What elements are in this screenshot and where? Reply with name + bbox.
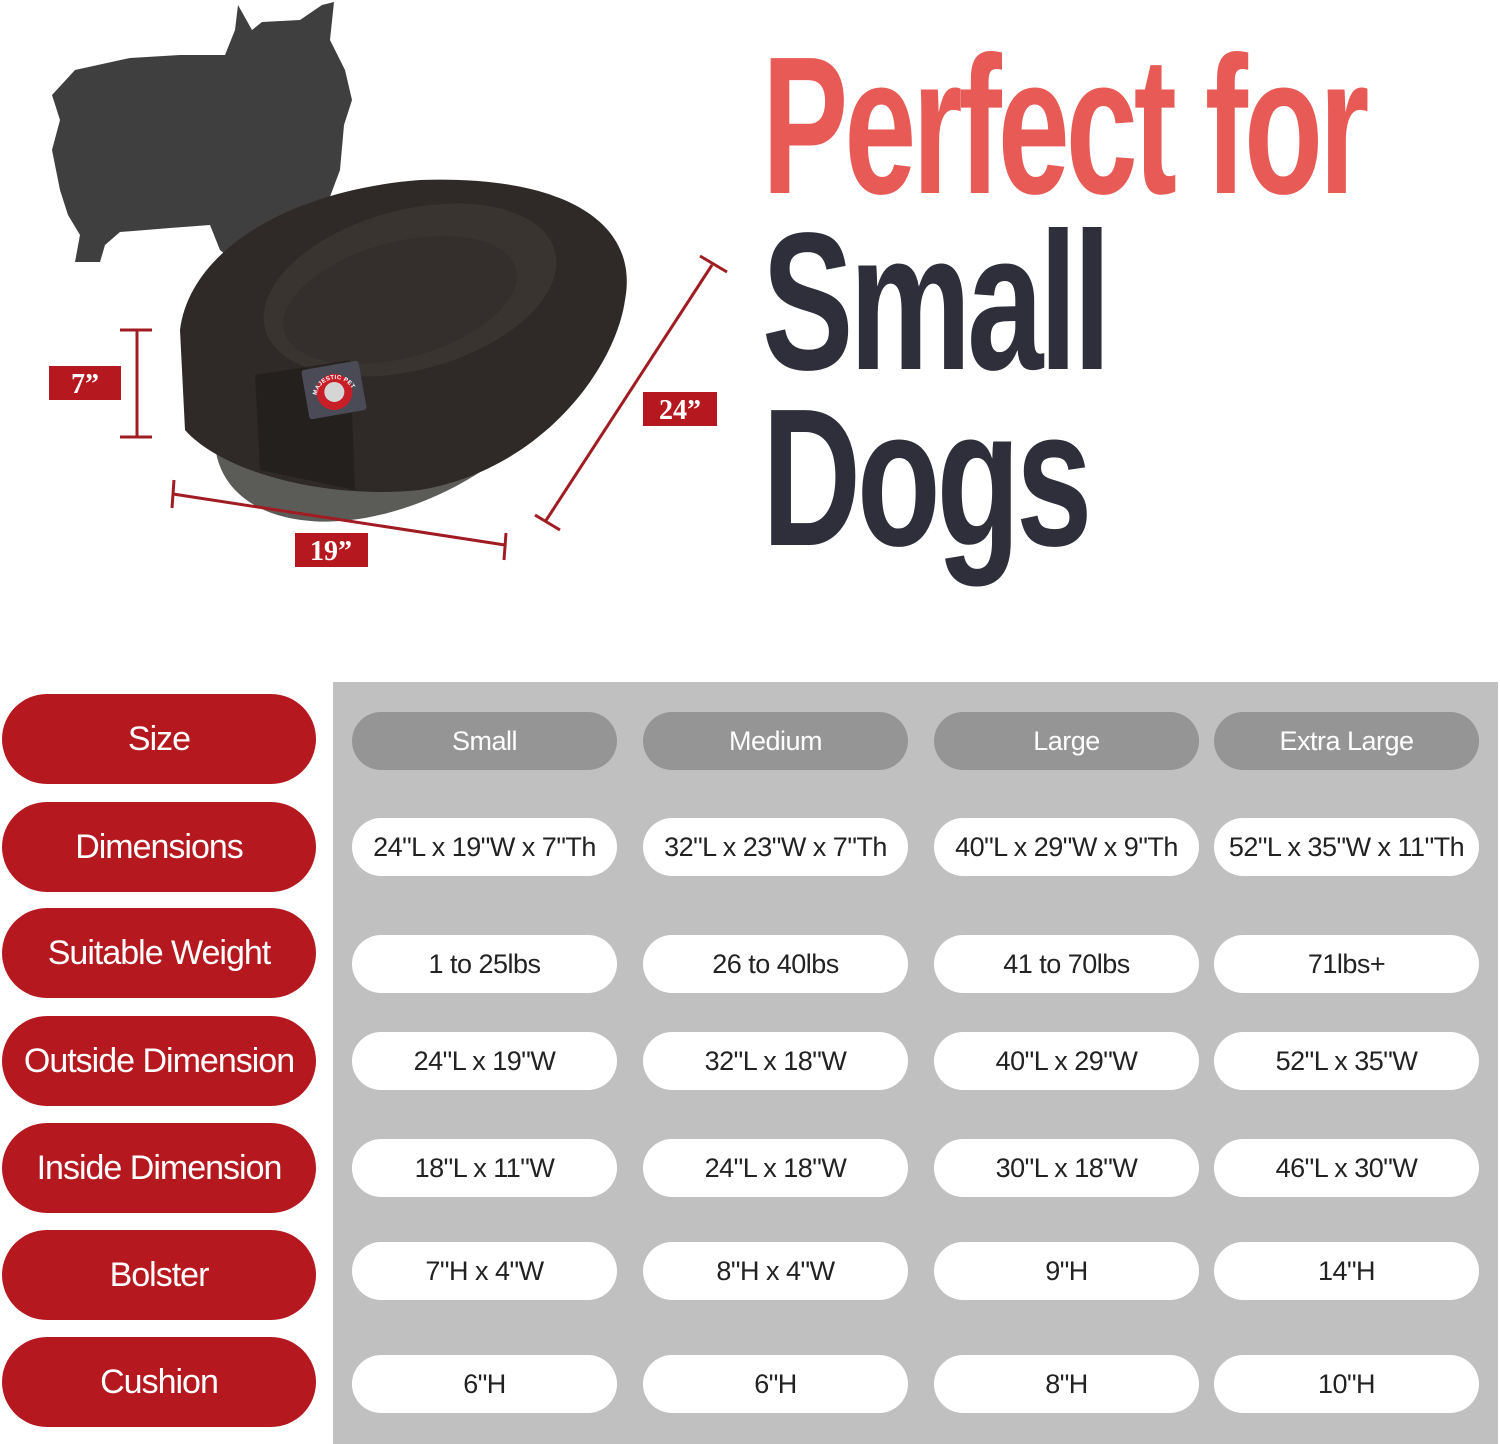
table-cell: 8"H x 4"W <box>643 1242 908 1300</box>
table-cell: 32"L x 18"W <box>643 1032 908 1090</box>
table-cell: 24"L x 18"W <box>643 1139 908 1197</box>
table-cell: 18"L x 11"W <box>352 1139 617 1197</box>
row-label: Suitable Weight <box>2 908 316 998</box>
table-cell: 14"H <box>1214 1242 1479 1300</box>
table-cell: 46"L x 30"W <box>1214 1139 1479 1197</box>
row-label: Dimensions <box>2 802 316 892</box>
row-label: Inside Dimension <box>2 1123 316 1213</box>
height-badge: 7” <box>49 366 121 400</box>
table-cell: 52"L x 35"W x 11"Th <box>1214 818 1479 876</box>
table-cell: 71lbs+ <box>1214 935 1479 993</box>
svg-text:24”: 24” <box>659 395 701 426</box>
dog-silhouette <box>52 2 352 262</box>
table-cell: 32"L x 23"W x 7"Th <box>643 818 908 876</box>
row-label: Size <box>2 694 316 784</box>
column-header: Small <box>352 712 617 770</box>
table-cell: 8"H <box>934 1355 1199 1413</box>
column-header: Medium <box>643 712 908 770</box>
table-cell: 26 to 40lbs <box>643 935 908 993</box>
headline-line-3: Dogs <box>762 368 1092 587</box>
row-label: Cushion <box>2 1337 316 1427</box>
width-badge: 19” <box>295 533 368 567</box>
table-cell: 7"H x 4"W <box>352 1242 617 1300</box>
table-cell: 30"L x 18"W <box>934 1139 1199 1197</box>
table-cell: 24"L x 19"W <box>352 1032 617 1090</box>
length-badge: 24” <box>643 392 717 426</box>
table-cell: 9"H <box>934 1242 1199 1300</box>
svg-text:19”: 19” <box>310 536 352 567</box>
table-cell: 52"L x 35"W <box>1214 1032 1479 1090</box>
dimension-lines <box>120 254 728 561</box>
table-cell: 6"H <box>643 1355 908 1413</box>
table-cell: 6"H <box>352 1355 617 1413</box>
column-header: Extra Large <box>1214 712 1479 770</box>
dog-bed: MAJESTIC PET <box>180 179 627 522</box>
table-cell: 40"L x 29"W x 9"Th <box>934 818 1199 876</box>
table-cell: 24"L x 19"W x 7"Th <box>352 818 617 876</box>
table-cell: 41 to 70lbs <box>934 935 1199 993</box>
table-cell: 1 to 25lbs <box>352 935 617 993</box>
brand-tag: MAJESTIC PET <box>301 360 367 420</box>
column-header: Large <box>934 712 1199 770</box>
svg-text:7”: 7” <box>71 369 99 400</box>
row-label: Bolster <box>2 1230 316 1320</box>
table-cell: 10"H <box>1214 1355 1479 1413</box>
row-label: Outside Dimension <box>2 1016 316 1106</box>
product-image: MAJESTIC PET 7” 19” 24” <box>49 2 728 567</box>
headline-line-2: Small <box>762 192 1111 411</box>
table-cell: 40"L x 29"W <box>934 1032 1199 1090</box>
headline-line-1: Perfect for <box>762 16 1369 235</box>
